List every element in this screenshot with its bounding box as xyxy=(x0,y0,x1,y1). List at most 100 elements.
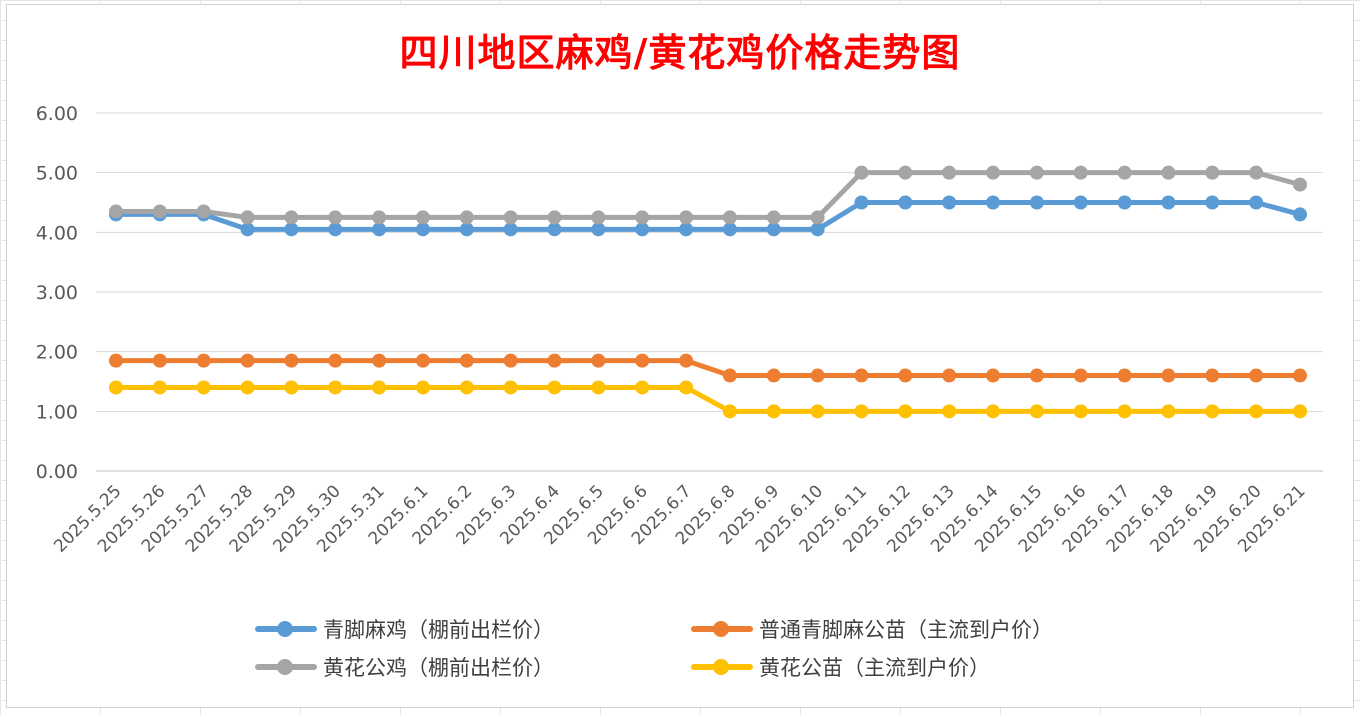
series-1-point-7[interactable] xyxy=(415,353,430,368)
series-2-point-24[interactable] xyxy=(1161,165,1176,180)
series-0-point-26[interactable] xyxy=(1249,195,1264,210)
series-1-point-12[interactable] xyxy=(635,353,650,368)
series-2-point-4[interactable] xyxy=(284,210,299,225)
series-0-point-14[interactable] xyxy=(722,222,737,237)
series-1-point-5[interactable] xyxy=(328,353,343,368)
series-2-point-21[interactable] xyxy=(1029,165,1044,180)
series-3-point-11[interactable] xyxy=(591,380,606,395)
series-1-point-10[interactable] xyxy=(547,353,562,368)
series-0-point-13[interactable] xyxy=(679,222,694,237)
series-2-point-16[interactable] xyxy=(810,210,825,225)
series-2-point-15[interactable] xyxy=(766,210,781,225)
series-3-point-15[interactable] xyxy=(766,404,781,419)
series-2-point-27[interactable] xyxy=(1293,177,1307,192)
series-0-point-6[interactable] xyxy=(372,222,387,237)
series-2-point-23[interactable] xyxy=(1117,165,1132,180)
series-line-3[interactable] xyxy=(113,384,1303,414)
series-2-point-2[interactable] xyxy=(196,204,211,219)
legend-item-1[interactable]: 普通青脚麻公苗（主流到户价） xyxy=(691,612,1053,646)
series-1-point-6[interactable] xyxy=(372,353,387,368)
series-0-point-5[interactable] xyxy=(328,222,343,237)
series-3-point-1[interactable] xyxy=(152,380,167,395)
series-0-point-17[interactable] xyxy=(854,195,869,210)
series-0-point-15[interactable] xyxy=(766,222,781,237)
series-1-point-3[interactable] xyxy=(240,353,255,368)
series-2-point-14[interactable] xyxy=(722,210,737,225)
series-line-0[interactable] xyxy=(113,200,1303,232)
series-3-point-16[interactable] xyxy=(810,404,825,419)
series-0-point-8[interactable] xyxy=(459,222,474,237)
series-3-point-13[interactable] xyxy=(679,380,694,395)
series-3-point-3[interactable] xyxy=(240,380,255,395)
series-3-point-22[interactable] xyxy=(1073,404,1088,419)
series-3-point-7[interactable] xyxy=(415,380,430,395)
series-2-point-7[interactable] xyxy=(415,210,430,225)
series-0-point-19[interactable] xyxy=(942,195,957,210)
series-3-point-14[interactable] xyxy=(722,404,737,419)
series-3-point-19[interactable] xyxy=(942,404,957,419)
series-1-point-13[interactable] xyxy=(679,353,694,368)
series-0-point-11[interactable] xyxy=(591,222,606,237)
series-1-point-20[interactable] xyxy=(986,368,1001,383)
series-1-point-9[interactable] xyxy=(503,353,518,368)
chart-area[interactable] xyxy=(6,4,1354,708)
series-2-point-10[interactable] xyxy=(547,210,562,225)
series-3-point-21[interactable] xyxy=(1029,404,1044,419)
series-2-point-12[interactable] xyxy=(635,210,650,225)
series-2-point-26[interactable] xyxy=(1249,165,1264,180)
series-3-point-23[interactable] xyxy=(1117,404,1132,419)
series-2-point-19[interactable] xyxy=(942,165,957,180)
series-0-point-7[interactable] xyxy=(415,222,430,237)
series-0-point-10[interactable] xyxy=(547,222,562,237)
series-1-point-0[interactable] xyxy=(109,353,123,368)
series-0-point-9[interactable] xyxy=(503,222,518,237)
series-1-point-19[interactable] xyxy=(942,368,957,383)
series-2-point-22[interactable] xyxy=(1073,165,1088,180)
series-0-point-27[interactable] xyxy=(1293,207,1307,222)
series-1-point-23[interactable] xyxy=(1117,368,1132,383)
series-2-point-17[interactable] xyxy=(854,165,869,180)
series-3-point-2[interactable] xyxy=(196,380,211,395)
series-1-point-15[interactable] xyxy=(766,368,781,383)
series-1-point-8[interactable] xyxy=(459,353,474,368)
series-2-point-20[interactable] xyxy=(986,165,1001,180)
series-2-point-5[interactable] xyxy=(328,210,343,225)
series-2-point-3[interactable] xyxy=(240,210,255,225)
series-2-point-9[interactable] xyxy=(503,210,518,225)
series-3-point-9[interactable] xyxy=(503,380,518,395)
series-1-point-17[interactable] xyxy=(854,368,869,383)
series-1-point-18[interactable] xyxy=(898,368,913,383)
series-2-point-11[interactable] xyxy=(591,210,606,225)
series-1-point-1[interactable] xyxy=(152,353,167,368)
series-2-point-13[interactable] xyxy=(679,210,694,225)
series-3-point-10[interactable] xyxy=(547,380,562,395)
series-0-point-18[interactable] xyxy=(898,195,913,210)
series-3-point-27[interactable] xyxy=(1293,404,1307,419)
series-1-point-16[interactable] xyxy=(810,368,825,383)
series-2-point-1[interactable] xyxy=(152,204,167,219)
series-0-point-24[interactable] xyxy=(1161,195,1176,210)
series-2-point-6[interactable] xyxy=(372,210,387,225)
series-3-point-5[interactable] xyxy=(328,380,343,395)
series-3-point-6[interactable] xyxy=(372,380,387,395)
series-0-point-21[interactable] xyxy=(1029,195,1044,210)
series-1-point-21[interactable] xyxy=(1029,368,1044,383)
series-1-point-26[interactable] xyxy=(1249,368,1264,383)
series-3-point-24[interactable] xyxy=(1161,404,1176,419)
series-3-point-8[interactable] xyxy=(459,380,474,395)
series-1-point-22[interactable] xyxy=(1073,368,1088,383)
series-0-point-25[interactable] xyxy=(1205,195,1220,210)
series-0-point-22[interactable] xyxy=(1073,195,1088,210)
series-3-point-25[interactable] xyxy=(1205,404,1220,419)
series-2-point-8[interactable] xyxy=(459,210,474,225)
series-3-point-0[interactable] xyxy=(109,380,123,395)
series-2-point-25[interactable] xyxy=(1205,165,1220,180)
series-2-point-18[interactable] xyxy=(898,165,913,180)
series-line-1[interactable] xyxy=(113,358,1303,379)
series-1-point-25[interactable] xyxy=(1205,368,1220,383)
series-0-point-4[interactable] xyxy=(284,222,299,237)
series-3-point-4[interactable] xyxy=(284,380,299,395)
series-0-point-16[interactable] xyxy=(810,222,825,237)
series-0-point-20[interactable] xyxy=(986,195,1001,210)
series-3-point-12[interactable] xyxy=(635,380,650,395)
